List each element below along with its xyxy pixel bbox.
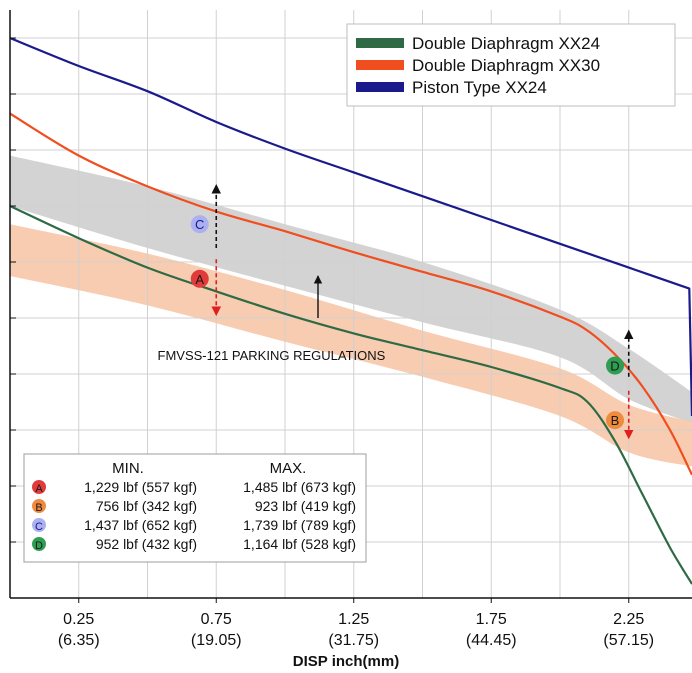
min-max-table: MIN. MAX. A 1,229 lbf (557 kgf) 1,485 lbf (6… [23, 453, 367, 563]
table-cell-min: 1,437 lbf (652 kgf) [84, 517, 197, 533]
table-row: B 756 lbf (342 kgf) 923 lbf (419 kgf) [32, 498, 356, 514]
marker-label: D [610, 359, 619, 374]
marker-circle [606, 411, 624, 430]
series-line-3 [9, 36, 692, 417]
table-cell-min: 756 lbf (342 kgf) [96, 498, 197, 514]
series-layer [9, 36, 692, 585]
series-line-2 [9, 112, 692, 476]
marker-c: C [190, 215, 209, 234]
table-cell-max: 1,485 lbf (673 kgf) [243, 479, 356, 495]
legend-entry-3: Piston Type XX24 [412, 78, 547, 97]
marker-label: A [195, 272, 204, 287]
table-box [23, 453, 367, 563]
annotation-label: FMVSS-121 PARKING REGULATIONS [158, 348, 386, 363]
x-tick-sublabel: (57.15) [603, 632, 654, 649]
marker-d: D [606, 356, 624, 375]
table-row-marker-circle [32, 537, 46, 551]
x-tick-sublabel: (44.45) [466, 632, 517, 649]
legend-swatch-3 [356, 82, 404, 92]
series-line-1 [9, 205, 692, 585]
x-tick-sublabel: (19.05) [191, 632, 242, 649]
table-row-marker-circle [32, 480, 46, 494]
legend: Double Diaphragm XX24 Double Diaphragm XX… [346, 23, 676, 107]
table-cell-max: 923 lbf (419 kgf) [255, 498, 356, 514]
table-row-marker-circle [32, 499, 46, 513]
table-row-marker-circle [32, 518, 46, 532]
arrow-layer [211, 184, 634, 440]
table-cell-min: 1,229 lbf (557 kgf) [84, 479, 197, 495]
table-row: D 952 lbf (432 kgf) 1,164 lbf (528 kgf) [32, 536, 356, 552]
table-row-marker-label: A [35, 483, 43, 495]
x-tick-label: 2.25 [613, 611, 644, 628]
legend-swatch-1 [356, 38, 404, 48]
marker-layer: A B C D [190, 215, 624, 430]
marker-circle [606, 356, 624, 375]
x-tick-label: 1.25 [338, 611, 369, 628]
x-axis-label: DISP inch(mm) [293, 653, 399, 670]
band-layer [10, 155, 692, 467]
marker-circle [190, 269, 209, 288]
x-tick-sublabel: (31.75) [328, 632, 379, 649]
x-tick-label: 0.75 [201, 611, 232, 628]
marker-circle [190, 215, 209, 234]
band-1 [10, 155, 692, 423]
legend-entry-2: Double Diaphragm XX30 [412, 56, 600, 75]
x-tick-label: 0.25 [63, 611, 94, 628]
marker-b: B [606, 411, 624, 430]
axes-layer: 0.25 (6.35) 0.75 (19.05) 1.25 (31.75) 1.75 (44.… [9, 10, 692, 649]
table-cell-min: 952 lbf (432 kgf) [96, 536, 197, 552]
table-row: A 1,229 lbf (557 kgf) 1,485 lbf (673 kgf) [32, 479, 356, 495]
marker-label: B [611, 413, 620, 428]
table-cell-max: 1,164 lbf (528 kgf) [243, 536, 356, 552]
x-tick-sublabel: (6.35) [58, 632, 100, 649]
table-cell-max: 1,739 lbf (789 kgf) [243, 517, 356, 533]
legend-swatch-2 [356, 60, 404, 70]
table-row-marker-label: B [35, 502, 42, 514]
marker-a: A [190, 269, 209, 288]
x-tick-label: 1.75 [476, 611, 507, 628]
table-header-min: MIN. [112, 460, 144, 477]
table-header-max: MAX. [270, 460, 307, 477]
table-row: C 1,437 lbf (652 kgf) 1,739 lbf (789 kgf) [32, 517, 356, 533]
table-row-marker-label: C [35, 521, 43, 533]
band-2 [10, 224, 692, 467]
legend-entry-1: Double Diaphragm XX24 [412, 34, 600, 53]
table-row-marker-label: D [35, 540, 43, 552]
marker-label: C [195, 217, 204, 232]
